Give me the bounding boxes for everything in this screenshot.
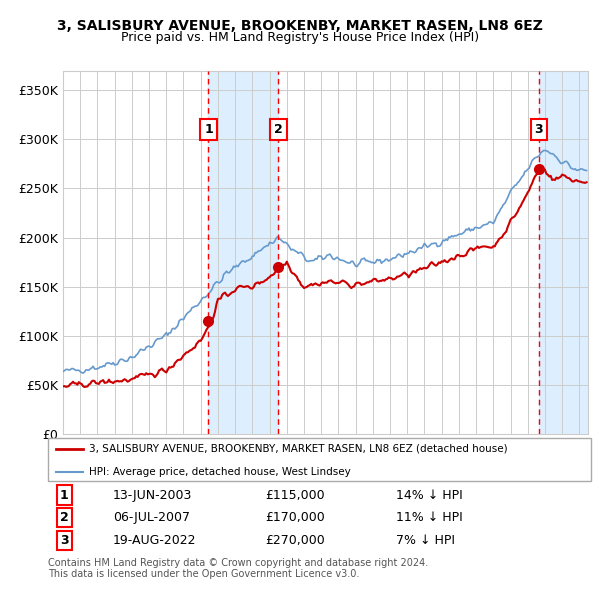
Text: 3: 3 (535, 123, 543, 136)
Text: 14% ↓ HPI: 14% ↓ HPI (395, 489, 462, 502)
Text: £170,000: £170,000 (265, 511, 325, 525)
Text: £115,000: £115,000 (265, 489, 325, 502)
Text: £270,000: £270,000 (265, 534, 325, 547)
Text: 1: 1 (60, 489, 68, 502)
Bar (539, 71, 588, 434)
Text: 3: 3 (60, 534, 68, 547)
Text: 3, SALISBURY AVENUE, BROOKENBY, MARKET RASEN, LN8 6EZ (detached house): 3, SALISBURY AVENUE, BROOKENBY, MARKET R… (89, 444, 508, 454)
Text: 7% ↓ HPI: 7% ↓ HPI (395, 534, 455, 547)
Text: 13-JUN-2003: 13-JUN-2003 (113, 489, 193, 502)
Text: 19-AUG-2022: 19-AUG-2022 (113, 534, 197, 547)
Text: HPI: Average price, detached house, West Lindsey: HPI: Average price, detached house, West… (89, 467, 350, 477)
Text: Contains HM Land Registry data © Crown copyright and database right 2024.
This d: Contains HM Land Registry data © Crown c… (48, 558, 428, 579)
Text: 2: 2 (60, 511, 68, 525)
Text: 11% ↓ HPI: 11% ↓ HPI (395, 511, 462, 525)
Text: 1: 1 (204, 123, 213, 136)
FancyBboxPatch shape (48, 438, 591, 481)
Text: 06-JUL-2007: 06-JUL-2007 (113, 511, 190, 525)
Text: Price paid vs. HM Land Registry's House Price Index (HPI): Price paid vs. HM Land Registry's House … (121, 31, 479, 44)
Text: 2: 2 (274, 123, 283, 136)
Text: 3, SALISBURY AVENUE, BROOKENBY, MARKET RASEN, LN8 6EZ: 3, SALISBURY AVENUE, BROOKENBY, MARKET R… (57, 19, 543, 33)
Bar (208, 71, 278, 434)
